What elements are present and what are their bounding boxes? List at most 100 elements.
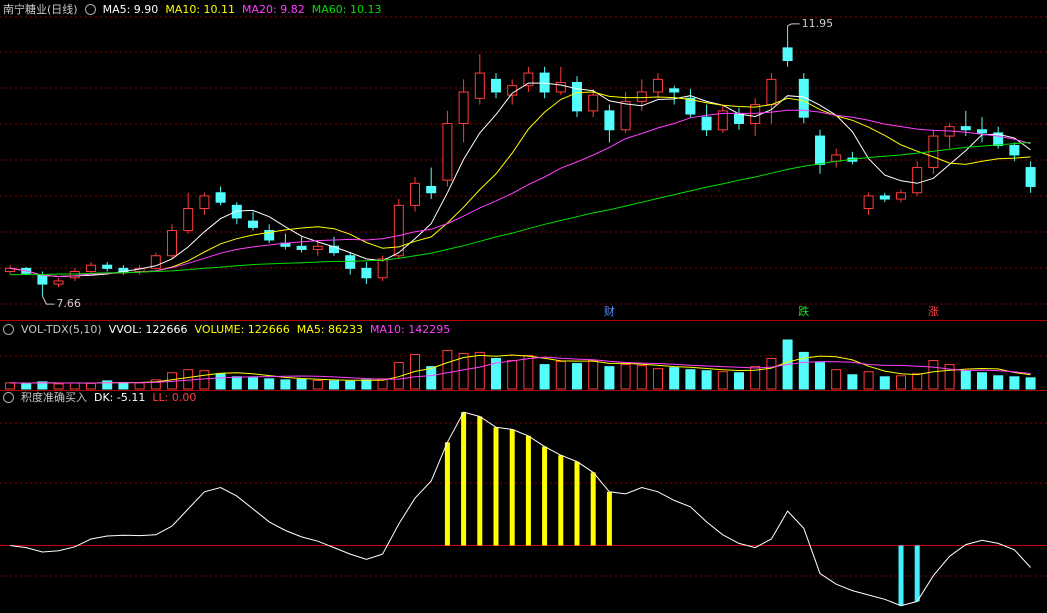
candle-body: [167, 230, 177, 257]
volume-bar: [248, 377, 258, 390]
candle-body: [734, 113, 744, 124]
signal-bar: [574, 461, 580, 546]
volume-bar: [523, 354, 534, 390]
candle-body: [620, 100, 631, 131]
line-series: [9, 356, 1031, 384]
volume-bar: [588, 360, 599, 390]
volume-bar: [620, 364, 631, 390]
candle-body: [410, 182, 420, 206]
volume-bar: [474, 351, 485, 390]
volume-bar: [604, 366, 615, 390]
volume-bar: [53, 383, 64, 390]
volume-bar: [572, 363, 582, 390]
volume-bar: [863, 371, 874, 390]
volume-bar: [831, 369, 842, 390]
volume-bar: [653, 368, 663, 390]
candle-body: [960, 126, 971, 131]
legend-entry: MA60: 10.13: [311, 2, 382, 16]
volume-bar: [231, 376, 242, 390]
volume-bar: [491, 358, 501, 390]
volume-bar: [150, 379, 161, 390]
annotation-pointer: [41, 295, 55, 305]
volume-bar: [977, 372, 987, 390]
volume-bar: [183, 369, 194, 390]
panel-title: 积度准确买入: [21, 391, 87, 404]
volume-bar: [847, 374, 858, 390]
signal-bar: [477, 416, 483, 546]
candle-body: [750, 104, 761, 124]
volume-bar: [815, 362, 825, 390]
candle-body: [831, 154, 842, 162]
candle-body: [523, 72, 534, 87]
candle-body: [329, 245, 339, 254]
candle-body: [555, 82, 566, 93]
volume-bar: [361, 379, 372, 390]
candle-body: [636, 91, 647, 102]
candle-body: [912, 167, 923, 194]
volume-bar: [701, 370, 712, 390]
candle-body: [361, 267, 372, 279]
icon: [3, 323, 14, 335]
legend-entry: MA10: 10.11: [165, 2, 236, 16]
icon: [84, 3, 96, 15]
volume-bar: [215, 373, 226, 390]
candle-body: [669, 88, 680, 93]
legend-entry: MA5: 9.90: [102, 2, 159, 16]
volume-bar: [507, 360, 518, 390]
volume-bar: [636, 365, 647, 390]
candle-body: [183, 208, 194, 232]
candle-body: [993, 132, 1004, 147]
volume-bar: [1009, 376, 1020, 390]
chart-title: 南宁糖业(日线): [3, 3, 78, 16]
volume-bar: [879, 376, 890, 390]
event-marker: 财: [604, 304, 615, 318]
event-marker: 跌: [798, 304, 809, 318]
signal-bar: [542, 446, 548, 546]
signal-bar: [606, 491, 612, 546]
candle-body: [491, 78, 501, 93]
candle-body: [345, 255, 356, 269]
candle-body: [798, 78, 809, 118]
candle-body: [896, 192, 906, 200]
volume-bar: [393, 362, 404, 390]
candle-body: [604, 110, 615, 131]
signal-bar: [444, 442, 450, 546]
volume-bar: [928, 360, 939, 390]
volume-bar: [296, 378, 307, 390]
signal-bar: [461, 412, 467, 546]
candle-body: [69, 270, 80, 279]
candle-body: [879, 195, 890, 200]
candle-body: [231, 204, 242, 219]
volume-bar: [312, 379, 323, 390]
legend-entry: LL: 0.00: [152, 390, 197, 404]
candle-body: [248, 220, 258, 228]
volume-bar: [280, 379, 291, 390]
legend-entry: MA10: 142295: [370, 322, 451, 336]
icon: [3, 391, 14, 403]
candle-body: [426, 185, 437, 194]
volume-bar: [993, 375, 1004, 390]
candle-body: [199, 195, 210, 210]
indicator-legend: 积度准确买入 DK: -5.11 LL: 0.00: [3, 389, 196, 405]
signal-bar: [509, 429, 515, 546]
volume-bar: [896, 375, 906, 390]
line-series: [9, 354, 1031, 384]
candle-body: [215, 192, 226, 203]
signal-bar: [558, 455, 564, 546]
candle-body: [264, 230, 275, 241]
candle-body: [701, 116, 712, 131]
volume-bar: [798, 351, 809, 390]
legend-entry: MA5: 86233: [296, 322, 364, 336]
candle-body: [653, 78, 663, 93]
volume-bar: [685, 369, 696, 390]
volume-bar: [734, 372, 744, 390]
line-series: [9, 109, 1031, 278]
volume-bar: [199, 370, 210, 390]
candle-body: [815, 135, 825, 165]
volume-bar: [960, 370, 971, 390]
candle-body: [539, 72, 550, 93]
candle-body: [458, 91, 469, 124]
legend-entry: VVOL: 122666: [108, 322, 188, 336]
signal-bar: [914, 545, 920, 602]
